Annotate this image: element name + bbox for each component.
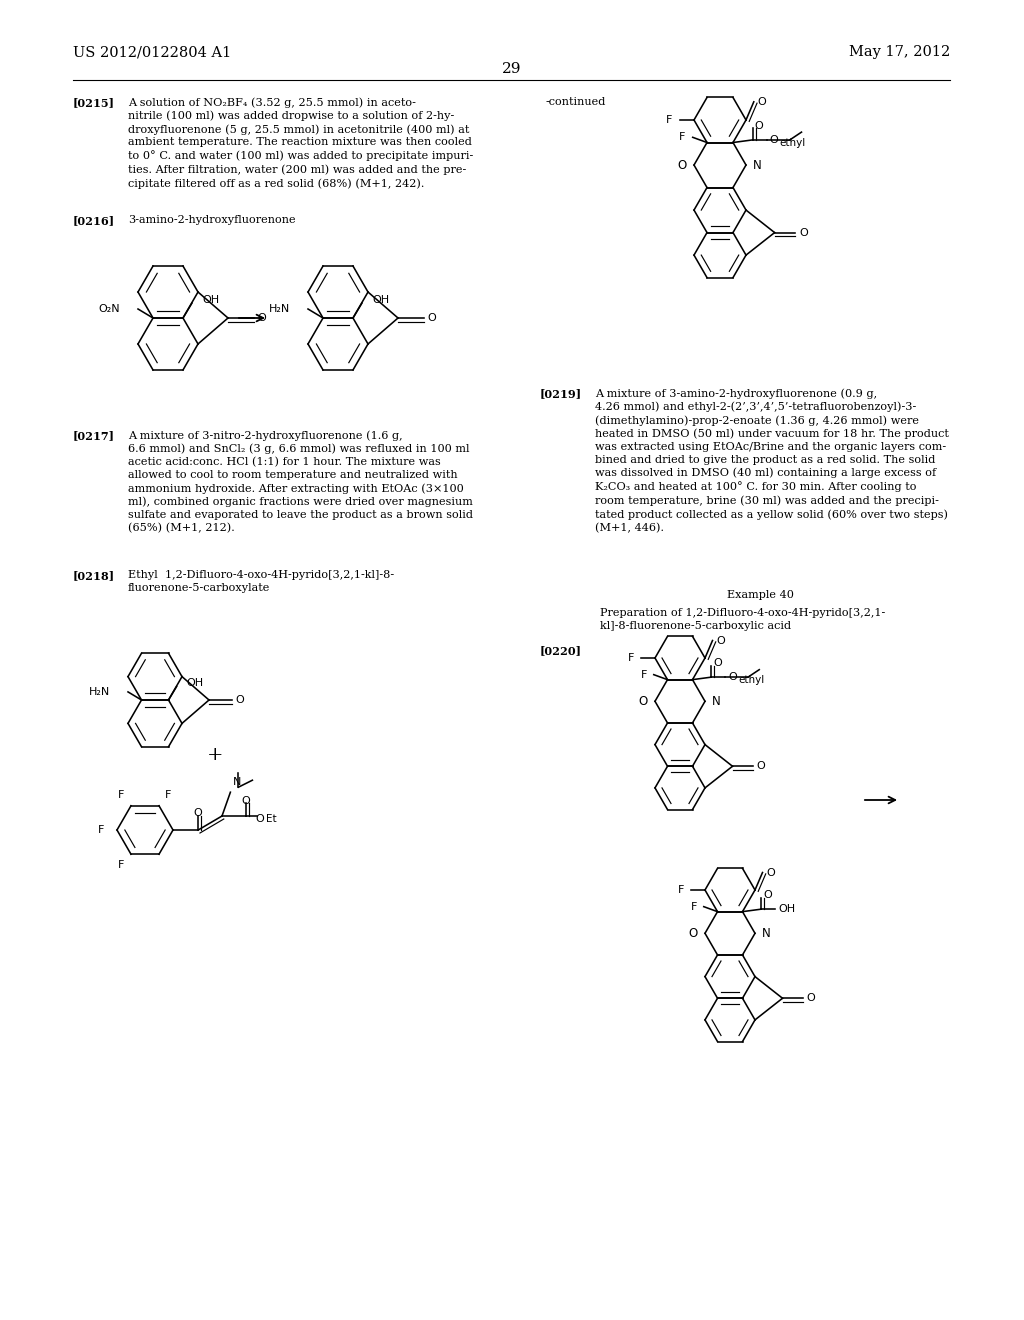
Text: [0218]: [0218] <box>73 570 115 581</box>
Text: OH: OH <box>202 294 219 305</box>
Text: [0220]: [0220] <box>540 645 582 656</box>
Text: O: O <box>770 135 778 145</box>
Text: ethyl: ethyl <box>738 675 764 685</box>
Text: O: O <box>756 762 765 771</box>
Text: O: O <box>256 814 264 824</box>
Text: F: F <box>640 669 647 680</box>
Text: H₂N: H₂N <box>89 686 110 697</box>
Text: OH: OH <box>372 294 389 305</box>
Text: F: F <box>679 132 686 143</box>
Text: OH: OH <box>778 904 795 915</box>
Text: O: O <box>714 659 722 668</box>
Text: A mixture of 3-nitro-2-hydroxyfluorenone (1.6 g,
6.6 mmol) and SnCl₂ (3 g, 6.6 m: A mixture of 3-nitro-2-hydroxyfluorenone… <box>128 430 473 533</box>
Text: Et: Et <box>266 814 276 824</box>
Text: O: O <box>728 672 736 682</box>
Text: O: O <box>689 927 698 940</box>
Text: [0217]: [0217] <box>73 430 115 441</box>
Text: O: O <box>242 796 250 805</box>
Text: [0219]: [0219] <box>540 388 582 399</box>
Text: F: F <box>667 115 673 125</box>
Text: O: O <box>755 120 763 131</box>
Text: F: F <box>165 789 172 800</box>
Text: [0216]: [0216] <box>73 215 115 226</box>
Text: A mixture of 3-amino-2-hydroxyfluorenone (0.9 g,
4.26 mmol) and ethyl-2-(2’,3’,4: A mixture of 3-amino-2-hydroxyfluorenone… <box>595 388 949 533</box>
Text: O: O <box>717 635 725 645</box>
Text: O: O <box>257 313 266 323</box>
Text: O: O <box>194 808 203 818</box>
Text: O: O <box>806 993 815 1003</box>
Text: O: O <box>639 694 648 708</box>
Text: O: O <box>763 891 772 900</box>
Text: [0215]: [0215] <box>73 96 115 108</box>
Text: O: O <box>236 696 245 705</box>
Text: ethyl: ethyl <box>780 137 806 148</box>
Text: N: N <box>762 927 771 940</box>
Text: F: F <box>628 653 634 663</box>
Text: O: O <box>758 96 767 107</box>
Text: F: F <box>690 902 696 912</box>
Text: A solution of NO₂BF₄ (3.52 g, 25.5 mmol) in aceto-
nitrile (100 ml) was added dr: A solution of NO₂BF₄ (3.52 g, 25.5 mmol)… <box>128 96 473 189</box>
Text: US 2012/0122804 A1: US 2012/0122804 A1 <box>73 45 231 59</box>
Text: N: N <box>712 694 721 708</box>
Text: F: F <box>678 884 684 895</box>
Text: Ethyl  1,2-Difluoro-4-oxo-4H-pyrido[3,2,1-kl]-8-
fluorenone-5-carboxylate: Ethyl 1,2-Difluoro-4-oxo-4H-pyrido[3,2,1… <box>128 570 394 593</box>
Text: H₂N: H₂N <box>268 304 290 314</box>
Text: F: F <box>98 825 104 836</box>
Text: N: N <box>232 777 241 787</box>
Text: F: F <box>119 861 125 870</box>
Text: O₂N: O₂N <box>98 304 120 314</box>
Text: Preparation of 1,2-Difluoro-4-oxo-4H-pyrido[3,2,1-
kl]-8-fluorenone-5-carboxylic: Preparation of 1,2-Difluoro-4-oxo-4H-pyr… <box>600 609 886 631</box>
Text: O: O <box>678 158 687 172</box>
Text: O: O <box>767 867 775 878</box>
Text: 29: 29 <box>502 62 522 77</box>
Text: F: F <box>119 789 125 800</box>
Text: Example 40: Example 40 <box>727 590 794 601</box>
Text: N: N <box>753 158 762 172</box>
Text: OH: OH <box>186 678 204 689</box>
Text: +: + <box>207 746 223 764</box>
Text: 3-amino-2-hydroxyfluorenone: 3-amino-2-hydroxyfluorenone <box>128 215 296 224</box>
Text: May 17, 2012: May 17, 2012 <box>849 45 950 59</box>
Text: O: O <box>799 227 808 238</box>
Text: O: O <box>427 313 436 323</box>
Text: -continued: -continued <box>545 96 605 107</box>
